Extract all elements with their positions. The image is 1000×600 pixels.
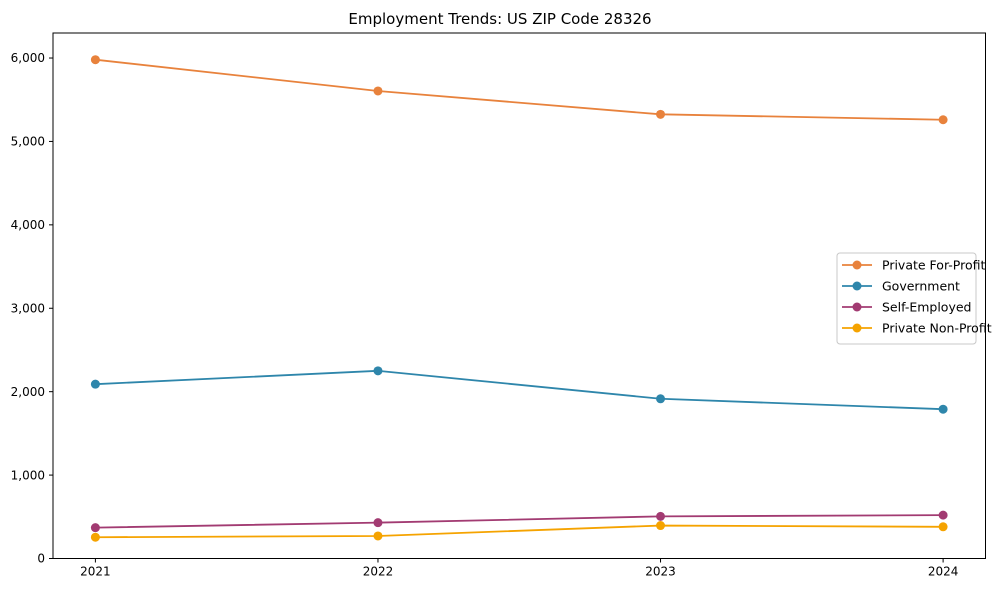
series-marker — [373, 366, 383, 376]
legend-sample-marker — [852, 302, 862, 312]
series-marker — [90, 379, 100, 389]
series-marker — [373, 531, 383, 541]
legend-sample-marker — [852, 260, 862, 270]
series-marker — [938, 404, 948, 414]
y-axis-tick-label: 6,000 — [11, 51, 45, 65]
series-marker — [656, 109, 666, 119]
series-line — [95, 58, 944, 121]
series-marker — [656, 394, 666, 404]
series-line — [95, 514, 944, 529]
series-marker — [938, 115, 948, 125]
y-axis-tick-label: 0 — [37, 552, 45, 566]
series-line — [95, 369, 944, 411]
x-axis-tick-label: 2023 — [645, 565, 676, 579]
series-marker — [656, 521, 666, 531]
y-axis-tick-label: 5,000 — [11, 135, 45, 149]
legend-sample-marker — [852, 323, 862, 333]
series-marker — [373, 86, 383, 96]
legend-box — [836, 252, 977, 345]
x-axis-tick-label: 2024 — [928, 565, 959, 579]
y-axis-tick-label: 4,000 — [11, 218, 45, 232]
legend-item-label: Private For-Profit — [882, 257, 985, 272]
y-axis-tick-label: 3,000 — [11, 301, 45, 315]
series-marker — [938, 522, 948, 532]
series-marker — [90, 523, 100, 533]
legend-item-label: Private Non-Profit — [882, 320, 992, 335]
series-marker — [90, 55, 100, 65]
series-marker — [656, 511, 666, 521]
series-marker — [90, 532, 100, 542]
series-line — [95, 524, 944, 539]
series-marker — [938, 510, 948, 520]
plot-border — [52, 32, 986, 559]
x-axis-tick-label: 2022 — [363, 565, 394, 579]
legend-item-label: Self-Employed — [882, 299, 971, 314]
legend-item-label: Government — [882, 278, 960, 293]
x-axis-tick-label: 2021 — [80, 565, 111, 579]
chart-title: Employment Trends: US ZIP Code 28326 — [348, 10, 652, 28]
y-axis-tick-label: 2,000 — [11, 385, 45, 399]
series-marker — [373, 518, 383, 528]
y-axis-tick-label: 1,000 — [11, 468, 45, 482]
legend-sample-marker — [852, 281, 862, 291]
